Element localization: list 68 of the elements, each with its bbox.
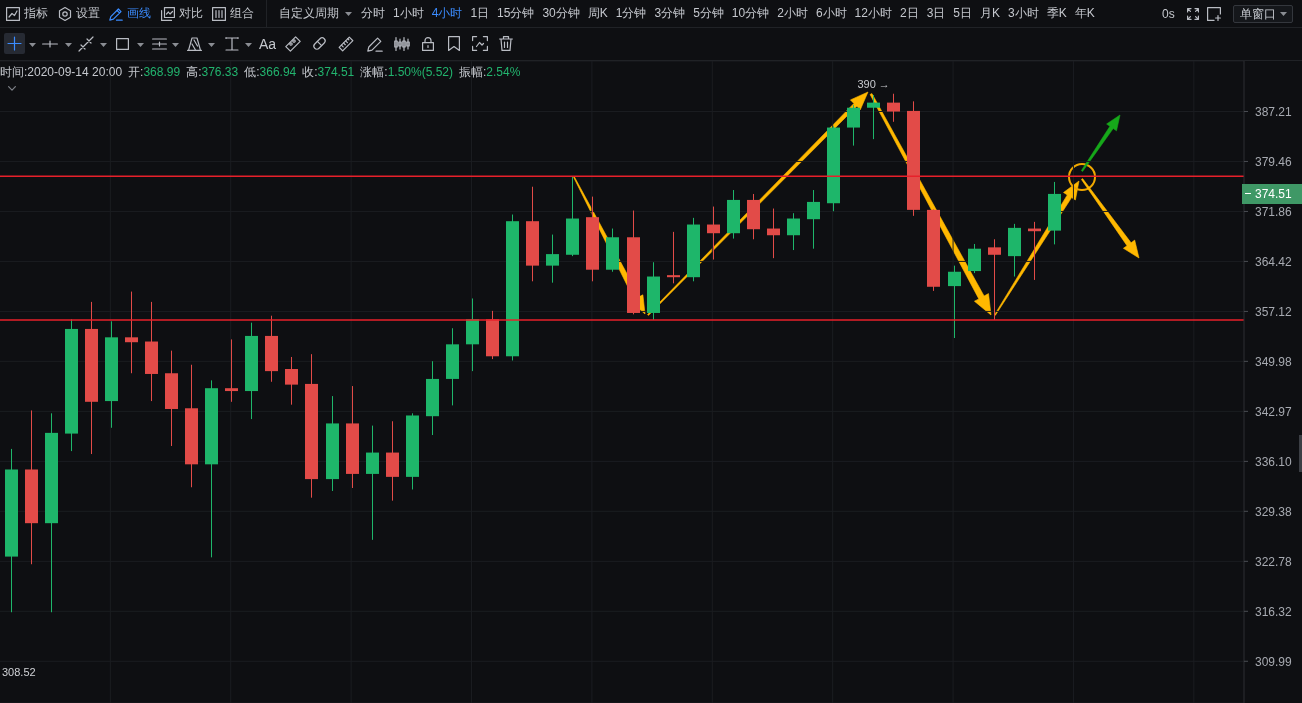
text: 3小时	[1008, 6, 1039, 20]
y-tick-label: 329.38	[1255, 504, 1293, 519]
y-tick-label: 322.78	[1255, 554, 1293, 569]
candlestick	[787, 212, 800, 251]
text: 自定义周期	[279, 6, 339, 20]
text: 5日	[953, 6, 973, 20]
text: 年K	[1074, 6, 1095, 20]
annotation: 开:368.99	[128, 64, 181, 79]
text: 1分钟	[615, 6, 647, 20]
text: 月K	[980, 6, 1001, 20]
text: 10分钟	[731, 6, 770, 20]
annotation: 低:366.94	[244, 64, 297, 79]
candlestick	[948, 265, 961, 339]
candlestick	[968, 243, 981, 274]
y-tick-label: 379.46	[1255, 154, 1293, 169]
text: 0s	[1162, 7, 1175, 21]
candlestick	[366, 425, 379, 541]
y-tick-label: 349.98	[1255, 354, 1293, 369]
y-tick-label: 387.21	[1255, 104, 1293, 119]
text: 30分钟	[542, 6, 580, 20]
text: 分时	[361, 6, 385, 20]
candlestick	[887, 93, 900, 123]
y-tick-label: 316.32	[1255, 604, 1293, 619]
candlestick	[667, 231, 680, 284]
candlestick	[225, 338, 238, 403]
text: 1日	[470, 6, 490, 20]
y-tick-label: 371.86	[1255, 204, 1293, 219]
text: 4小时	[431, 6, 463, 20]
annotation: 收:374.51	[302, 64, 355, 79]
text: 设置	[75, 6, 100, 20]
text: 6小时	[815, 6, 847, 20]
dropdown: 单窗口	[1233, 5, 1293, 23]
candlestick	[546, 234, 559, 284]
text: Aa	[259, 36, 277, 52]
candlestick	[847, 104, 860, 147]
annotation: 涨幅:1.50%(5.52)	[360, 64, 453, 79]
y-tick-label: 336.10	[1255, 454, 1293, 469]
candlestick	[707, 206, 720, 261]
text: 周K	[587, 6, 608, 20]
candlestick	[988, 238, 1001, 321]
text: 2日	[899, 6, 919, 20]
y-tick-label: 309.99	[1255, 654, 1293, 669]
text: 3日	[926, 6, 946, 20]
text: 指标	[24, 6, 48, 20]
text: 5分钟	[693, 6, 724, 20]
annotation: 308.52	[2, 666, 36, 678]
candlestick	[125, 291, 138, 374]
text: 2小时	[777, 6, 808, 20]
annotation: 时间:2020-09-14 20:00	[0, 64, 123, 79]
annotation: 振幅:2.54%	[459, 64, 521, 79]
annotation: 高:376.33	[186, 64, 239, 79]
text: 季K	[1046, 6, 1067, 20]
annotation: 390 →	[857, 77, 890, 90]
text: 15分钟	[497, 6, 535, 20]
text: 组合	[230, 6, 254, 20]
candlestick	[867, 94, 880, 140]
text: 374.51	[1255, 186, 1292, 201]
text: 对比	[178, 6, 203, 20]
text: 1小时	[393, 6, 424, 20]
text: 画线	[127, 6, 151, 20]
text: 3分钟	[654, 6, 686, 20]
y-tick-label: 364.42	[1255, 254, 1293, 269]
candlestick	[767, 208, 780, 259]
y-tick-label: 342.97	[1255, 404, 1293, 419]
text: 12小时	[854, 6, 892, 20]
candlestick	[285, 356, 298, 406]
candlestick	[807, 189, 820, 250]
y-tick-label: 357.12	[1255, 304, 1293, 319]
